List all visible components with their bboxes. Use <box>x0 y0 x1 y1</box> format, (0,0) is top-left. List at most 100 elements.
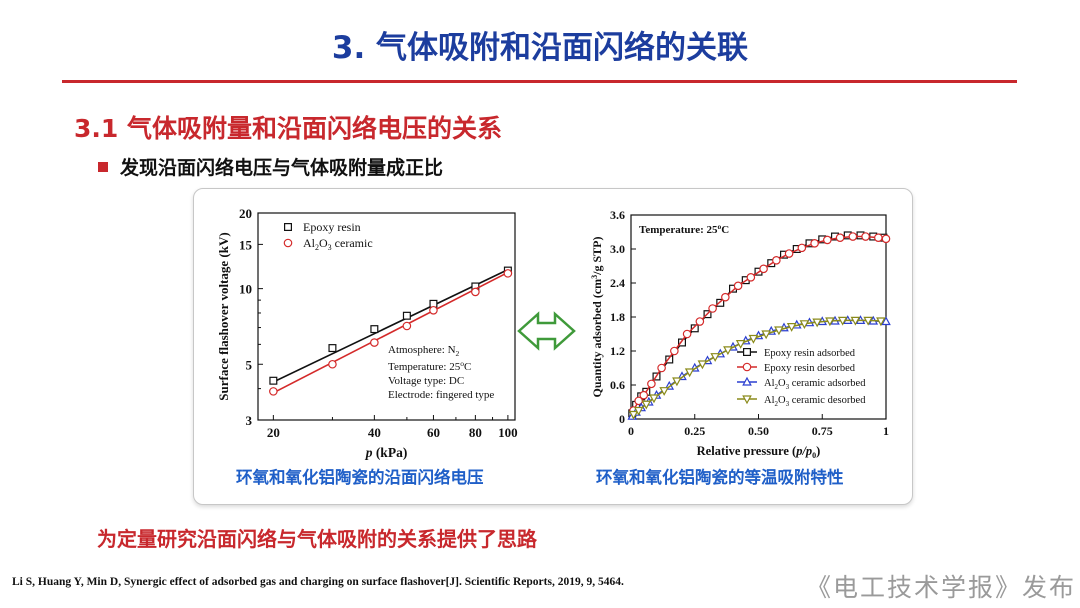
y-tick-label: 1.8 <box>610 310 625 324</box>
data-point <box>733 281 743 291</box>
data-point <box>269 376 278 385</box>
y-tick-label: 10 <box>239 282 252 297</box>
data-point <box>695 317 705 326</box>
y-tick-label: 1.2 <box>610 344 625 358</box>
data-point <box>812 318 822 328</box>
legend-label: Al2O3 ceramic desorbed <box>764 395 866 408</box>
annotation-text: Atmosphere: N2 <box>388 344 460 358</box>
data-point <box>641 400 652 410</box>
legend-label: Al2O3 ceramic adsorbed <box>764 378 866 391</box>
y-axis-label: Surface flashover voltage (kV) <box>216 232 231 400</box>
data-point <box>328 359 337 369</box>
data-point <box>429 305 438 315</box>
data-point <box>721 292 730 302</box>
annotation-text: Temperature: 25oC <box>388 359 471 373</box>
figure-panel <box>193 188 913 505</box>
reference-citation: Li S, Huang Y, Min D, Synergic effect of… <box>12 576 624 588</box>
series-line <box>633 319 881 416</box>
data-point <box>876 317 886 327</box>
data-point <box>677 338 686 347</box>
x-tick-label: 0.50 <box>748 424 769 438</box>
data-point <box>735 340 746 349</box>
y-tick-label: 20 <box>239 206 252 221</box>
section-heading: 3.1 气体吸附量和沿面闪络电压的关系 <box>74 114 502 143</box>
title-divider <box>62 80 1017 83</box>
conclusion-text: 为定量研究沿面闪络与气体吸附的关系提供了思路 <box>97 527 537 551</box>
y-tick-label: 15 <box>239 237 253 252</box>
fit-line <box>272 271 509 394</box>
bullet-text: 发现沿面闪络电压与气体吸附量成正比 <box>120 157 444 179</box>
data-point <box>799 320 810 330</box>
flashover-chart: 20 40 60 80 100 3 5 10 15 20 p (kPa) Surface flasho… <box>216 206 518 460</box>
data-point <box>881 234 891 244</box>
flashover-chart-caption: 环氧和氧化铝陶瓷的沿面闪络电压 <box>236 468 484 487</box>
y-tick-label: 3.6 <box>610 208 625 222</box>
data-point <box>672 377 682 387</box>
adsorption-chart: 0 0.25 0.50 0.75 1 0 0.6 1.2 1.8 2.4 3.0 3.6 Relativ… <box>590 208 891 460</box>
data-point <box>746 273 756 282</box>
legend-label: Epoxy resin desorbed <box>764 363 856 374</box>
data-point <box>328 344 337 353</box>
y-tick-label: 0.6 <box>610 378 625 392</box>
y-axis-label: Quantity adsorbed (cm3/g STP) <box>590 236 604 397</box>
data-point <box>774 326 784 336</box>
data-point <box>786 323 797 332</box>
data-point <box>471 287 480 297</box>
x-tick-label: 0.25 <box>684 424 705 438</box>
data-point <box>269 387 278 396</box>
y-tick-label: 3.0 <box>610 242 625 256</box>
data-point <box>723 346 733 356</box>
x-axis-label: Relative pressure (p/p0) <box>697 444 821 460</box>
data-point <box>647 379 656 389</box>
data-point <box>837 316 848 326</box>
annotation-text: Voltage type: DC <box>388 375 464 387</box>
data-point <box>874 233 883 242</box>
data-point <box>863 316 873 326</box>
data-point <box>659 387 669 396</box>
data-point <box>850 316 861 326</box>
x-axis-label: p (kPa) <box>365 445 408 460</box>
data-point <box>797 243 807 253</box>
data-point <box>657 363 666 373</box>
data-point <box>402 321 412 331</box>
x-tick-label: 40 <box>368 425 381 440</box>
data-point <box>784 249 794 258</box>
data-point <box>825 317 835 327</box>
annotation-text: Temperature: 25oC <box>639 222 729 236</box>
legend-marker <box>742 362 752 372</box>
x-tick-label: 1 <box>883 424 889 438</box>
data-point <box>881 316 891 326</box>
data-point <box>670 346 679 356</box>
data-point <box>628 410 639 420</box>
data-point <box>649 394 659 404</box>
legend-marker <box>284 223 293 232</box>
y-tick-label: 5 <box>246 357 253 372</box>
data-point <box>861 232 870 241</box>
data-point <box>708 304 717 313</box>
y-tick-label: 3 <box>246 413 253 428</box>
publisher-watermark: 《电工技术学报》发布 <box>805 573 1076 602</box>
fit-line <box>273 268 509 383</box>
legend-marker <box>742 348 751 357</box>
data-point <box>402 311 411 320</box>
annotation-text: Electrode: fingered type <box>388 389 494 401</box>
legend-marker <box>742 376 752 386</box>
data-point <box>748 334 759 344</box>
data-point <box>665 355 674 364</box>
data-point <box>848 232 858 241</box>
data-point <box>810 239 819 248</box>
data-point <box>823 235 832 245</box>
data-point <box>710 353 720 362</box>
data-point <box>370 325 379 334</box>
data-point <box>697 360 708 370</box>
data-point <box>370 338 379 347</box>
legend-marker <box>283 238 293 248</box>
data-point <box>690 324 699 333</box>
data-point <box>684 368 695 378</box>
x-tick-label: 100 <box>498 425 518 440</box>
legend-label: Epoxy resin <box>303 220 361 234</box>
slide-title: 3. 气体吸附和沿面闪络的关联 <box>331 30 749 66</box>
legend-marker <box>742 395 752 405</box>
bullet-item: 发现沿面闪络电压与气体吸附量成正比 <box>98 153 443 180</box>
